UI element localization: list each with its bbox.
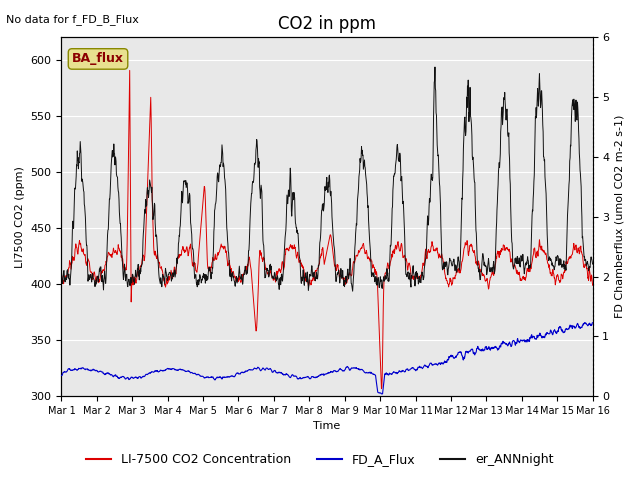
Y-axis label: FD Chamberflux (umol CO2 m-2 s-1): FD Chamberflux (umol CO2 m-2 s-1) — [615, 115, 625, 318]
Text: No data for f_FD_B_Flux: No data for f_FD_B_Flux — [6, 14, 140, 25]
Text: BA_flux: BA_flux — [72, 52, 124, 65]
Y-axis label: LI7500 CO2 (ppm): LI7500 CO2 (ppm) — [15, 166, 25, 268]
Title: CO2 in ppm: CO2 in ppm — [278, 15, 376, 33]
X-axis label: Time: Time — [314, 421, 340, 432]
Legend: LI-7500 CO2 Concentration, FD_A_Flux, er_ANNnight: LI-7500 CO2 Concentration, FD_A_Flux, er… — [81, 448, 559, 471]
